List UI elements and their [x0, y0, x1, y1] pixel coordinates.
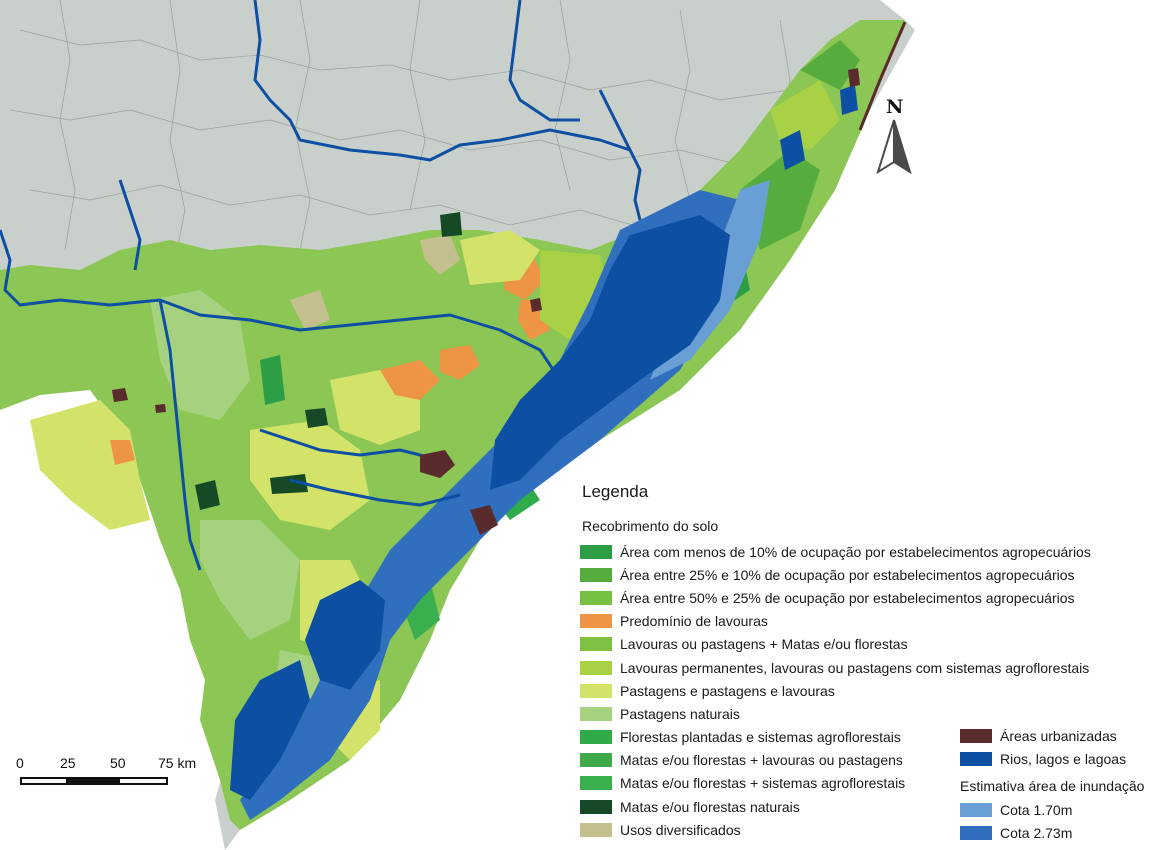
outside-area [0, 375, 250, 850]
legend-entry-3-label: Predomínio de lavouras [620, 613, 768, 630]
legend-entry-0-swatch [580, 544, 612, 559]
legend-entry-9-label: Matas e/ou florestas + lavouras ou pasta… [620, 752, 903, 769]
legend-flood-0-label: Cota 1.70m [1000, 801, 1073, 818]
legend-flood-0-swatch [960, 802, 992, 817]
land-cover-legend: Área com menos de 10% de ocupação por es… [580, 540, 1091, 841]
legend-entry-10-label: Matas e/ou florestas + sistemas agroflor… [620, 775, 906, 792]
legend-entry-1-label: Área entre 25% e 10% de ocupação por est… [620, 566, 1075, 583]
legend-entry-11-label: Matas e/ou florestas naturais [620, 798, 800, 815]
legend-item: Lavouras ou pastagens + Matas e/ou flore… [580, 633, 1091, 656]
legend-entry-10: Matas e/ou florestas + sistemas agroflor… [580, 772, 1091, 795]
legend-entry-3: Predomínio de lavouras [580, 610, 1091, 633]
other-features-legend: Áreas urbanizadas Rios, lagos e lagoas [960, 724, 1160, 770]
legend-entry-2-label: Área entre 50% e 25% de ocupação por est… [620, 589, 1075, 606]
legend-item: Matas e/ou florestas + sistemas agroflor… [580, 772, 1091, 795]
legend-item: Matas e/ou florestas naturais [580, 795, 1091, 818]
sea-area [225, 0, 1163, 850]
legend-entry-6-label: Pastagens e pastagens e lavouras [620, 682, 835, 699]
legend-entry-4-label: Lavouras ou pastagens + Matas e/ou flore… [620, 636, 908, 653]
legend-entry-2-swatch [580, 590, 612, 605]
legend-entry-12: Usos diversificados [580, 818, 1091, 841]
legend-entry-6-swatch [580, 683, 612, 698]
scale-label-75: 75 km [158, 755, 197, 771]
legend-entry-0: Área com menos de 10% de ocupação por es… [580, 540, 1091, 563]
legend-item: Área entre 50% e 25% de ocupação por est… [580, 586, 1091, 609]
legend-entry-5-swatch [580, 660, 612, 675]
north-arrow-icon [876, 119, 912, 175]
scale-label-0: 0 [16, 755, 24, 771]
legend-entry-5-label: Lavouras permanentes, lavouras ou pastag… [620, 659, 1090, 676]
legend-other-1-label: Rios, lagos e lagoas [1000, 750, 1127, 767]
scale-segment-3 [118, 777, 168, 785]
legend-flood-1: Cota 2.73m [960, 821, 1160, 844]
legend-entry-4-swatch [580, 637, 612, 652]
legend-entry-7-label: Pastagens naturais [620, 705, 740, 722]
legend-entry-7: Pastagens naturais [580, 702, 1091, 725]
legend-entry-10-swatch [580, 776, 612, 791]
legend-item: Área entre 25% e 10% de ocupação por est… [580, 563, 1091, 586]
legend-right-column: Áreas urbanizadas Rios, lagos e lagoas Es… [960, 724, 1160, 844]
legend-item: Área com menos de 10% de ocupação por es… [580, 540, 1091, 563]
legend: Legenda Recobrimento do solo Área com me… [580, 482, 1160, 842]
legend-title: Legenda [582, 482, 649, 501]
legend-entry-1-swatch [580, 567, 612, 582]
legend-item: Matas e/ou florestas + lavouras ou pasta… [580, 749, 1091, 772]
legend-entry-8-swatch [580, 730, 612, 745]
legend-other-0-swatch [960, 728, 992, 743]
legend-item: Predomínio de lavouras [580, 610, 1091, 633]
legend-flood-0: Cota 1.70m [960, 798, 1160, 821]
legend-flood-1-label: Cota 2.73m [1000, 824, 1073, 841]
legend-other-1: Rios, lagos e lagoas [960, 747, 1160, 770]
legend-entry-0-label: Área com menos de 10% de ocupação por es… [620, 543, 1091, 560]
coastline [858, 21, 907, 131]
legend-entry-3-swatch [580, 614, 612, 629]
legend-entry-7-swatch [580, 706, 612, 721]
legend-other-0: Áreas urbanizadas [960, 724, 1160, 747]
scale-bar: 0 25 50 75 km [14, 755, 204, 795]
legend-item: Pastagens naturais [580, 702, 1091, 725]
legend-item: Lavouras permanentes, lavouras ou pastag… [580, 656, 1091, 679]
urban-areas [112, 68, 860, 535]
legend-item: Florestas plantadas e sistemas agroflore… [580, 726, 1091, 749]
scale-segment-2 [68, 777, 118, 785]
legend-entry-9-swatch [580, 753, 612, 768]
legend-entry-9: Matas e/ou florestas + lavouras ou pasta… [580, 749, 1091, 772]
legend-entry-8: Florestas plantadas e sistemas agroflore… [580, 726, 1091, 749]
legend-entry-11: Matas e/ou florestas naturais [580, 795, 1091, 818]
legend-subtitle: Recobrimento do solo [582, 518, 719, 534]
legend-entry-2: Área entre 50% e 25% de ocupação por est… [580, 586, 1091, 609]
north-label: N [886, 96, 904, 118]
legend-entry-6: Pastagens e pastagens e lavouras [580, 679, 1091, 702]
scale-segment-1 [20, 777, 68, 785]
legend-entry-5: Lavouras permanentes, lavouras ou pastag… [580, 656, 1091, 679]
legend-entry-11-swatch [580, 799, 612, 814]
legend-entry-8-label: Florestas plantadas e sistemas agroflore… [620, 729, 901, 746]
legend-item: Usos diversificados [580, 818, 1091, 841]
legend-entry-1: Área entre 25% e 10% de ocupação por est… [580, 563, 1091, 586]
legend-other-1-swatch [960, 751, 992, 766]
legend-entry-4: Lavouras ou pastagens + Matas e/ou flore… [580, 633, 1091, 656]
rivers [0, 0, 642, 571]
legend-flood-1-swatch [960, 825, 992, 840]
scale-label-25: 25 [60, 755, 76, 771]
legend-entry-12-label: Usos diversificados [620, 821, 741, 838]
north-arrow: N [876, 96, 912, 176]
legend-item: Pastagens e pastagens e lavouras [580, 679, 1091, 702]
flood-legend: Cota 1.70m Cota 2.73m [960, 798, 1160, 844]
legend-other-0-label: Áreas urbanizadas [1000, 727, 1117, 744]
flood-legend-title: Estimativa área de inundação [960, 778, 1145, 794]
legend-entry-12-swatch [580, 822, 612, 837]
scale-label-50: 50 [110, 755, 126, 771]
lagoons [230, 85, 858, 800]
